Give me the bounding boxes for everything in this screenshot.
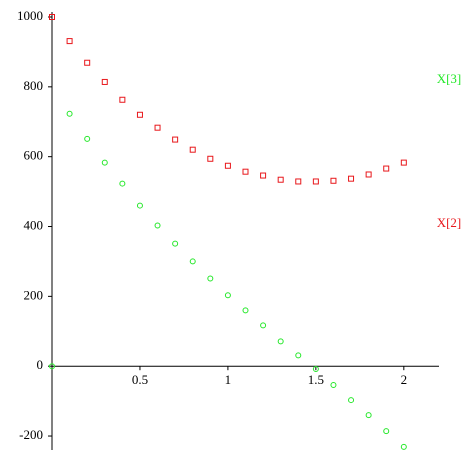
point <box>312 178 319 185</box>
y-tick-label: 0 <box>37 357 44 372</box>
point <box>330 382 337 389</box>
point <box>119 96 126 103</box>
series-label: X[3] <box>437 71 462 86</box>
point <box>348 175 355 182</box>
y-tick-label: -200 <box>19 427 43 442</box>
point <box>365 171 372 178</box>
x-tick-label: 0.5 <box>132 372 148 387</box>
point <box>84 59 91 66</box>
series-label: X[2] <box>437 215 462 230</box>
y-tick-label: 800 <box>24 78 44 93</box>
point <box>242 307 249 314</box>
point <box>277 338 284 345</box>
y-tick-label: 600 <box>24 148 44 163</box>
point <box>154 124 161 131</box>
point <box>207 275 214 282</box>
point <box>207 155 214 162</box>
point <box>101 159 108 166</box>
point <box>172 240 179 247</box>
point <box>84 135 91 142</box>
point <box>136 202 143 209</box>
point <box>119 180 126 187</box>
point <box>242 168 249 175</box>
point <box>400 159 407 166</box>
point <box>312 365 319 372</box>
point <box>66 110 73 117</box>
point <box>295 352 302 359</box>
point <box>224 162 231 169</box>
point <box>348 397 355 404</box>
y-tick-label: 1000 <box>17 8 43 23</box>
point <box>295 178 302 185</box>
point <box>277 176 284 183</box>
point <box>330 177 337 184</box>
point <box>189 146 196 153</box>
x-tick-label: 1.5 <box>308 372 324 387</box>
point <box>383 428 390 435</box>
point <box>172 136 179 143</box>
x-tick-label: 2 <box>401 372 408 387</box>
point <box>49 14 55 20</box>
point <box>260 172 267 179</box>
x-tick-label: 1 <box>225 372 232 387</box>
point <box>49 363 55 370</box>
point <box>101 78 108 85</box>
point <box>400 443 407 450</box>
point <box>154 222 161 229</box>
point <box>66 38 73 45</box>
point <box>383 165 390 172</box>
point <box>189 258 196 265</box>
y-tick-label: 400 <box>24 218 44 233</box>
point <box>365 412 372 419</box>
point <box>136 111 143 118</box>
point <box>260 322 267 329</box>
point <box>224 292 231 299</box>
y-tick-label: 200 <box>24 287 44 302</box>
